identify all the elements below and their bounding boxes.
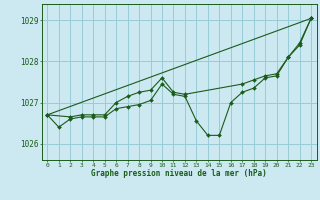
- X-axis label: Graphe pression niveau de la mer (hPa): Graphe pression niveau de la mer (hPa): [91, 169, 267, 178]
